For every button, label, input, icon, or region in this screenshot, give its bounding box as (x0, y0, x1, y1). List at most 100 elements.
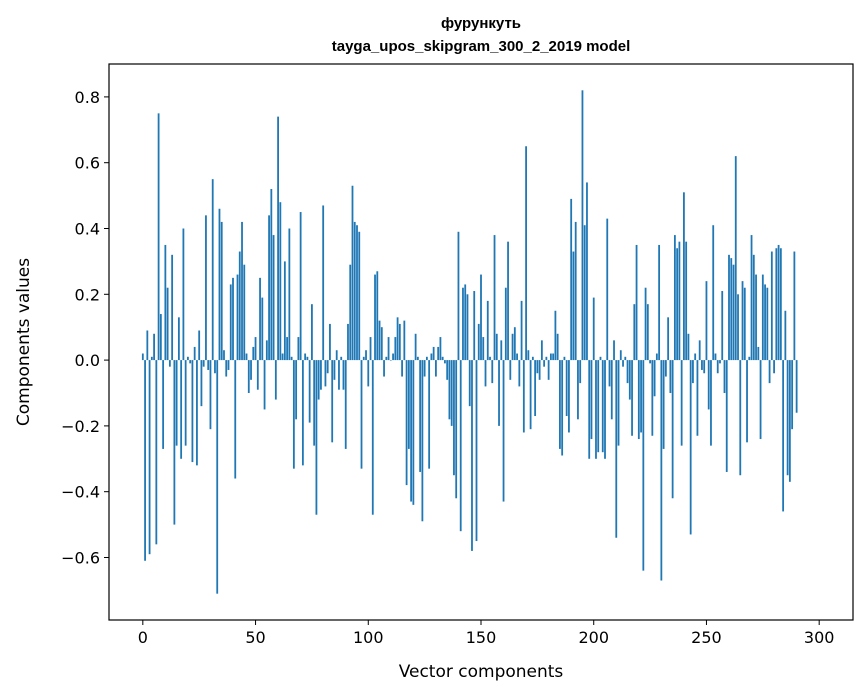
bar (205, 215, 207, 361)
bar (383, 360, 385, 377)
bar (782, 360, 785, 512)
bar (202, 360, 205, 367)
bar (685, 241, 688, 361)
bar (177, 317, 180, 361)
bar (748, 356, 751, 361)
bar (574, 221, 577, 361)
bar (329, 323, 331, 361)
bar (468, 360, 471, 407)
bar (423, 360, 426, 377)
bar (606, 218, 609, 361)
bar (543, 360, 546, 367)
bar (683, 192, 685, 361)
bar (410, 360, 413, 502)
bar (768, 360, 771, 384)
bar (737, 294, 739, 361)
y-tick-label: 0.8 (75, 88, 100, 107)
y-tick-label: 0.2 (75, 285, 100, 304)
bar (775, 248, 778, 361)
bar (453, 360, 455, 476)
bar (187, 356, 189, 361)
bar (752, 254, 755, 361)
bar (651, 360, 654, 436)
bar (547, 360, 550, 380)
bar (141, 353, 144, 361)
bar (507, 241, 509, 361)
bar (556, 333, 559, 361)
bar (367, 360, 370, 387)
y-tick-label: 0.0 (75, 351, 100, 370)
bar (595, 360, 597, 459)
x-axis-label: Vector components (399, 662, 564, 682)
bar (746, 360, 748, 443)
bar (398, 323, 401, 361)
bar (563, 356, 566, 361)
bar (516, 353, 518, 361)
bar (640, 360, 642, 433)
bar (344, 360, 347, 449)
bar (703, 360, 706, 374)
bar (608, 360, 611, 387)
bar (477, 323, 480, 361)
bar (759, 360, 762, 440)
bar (676, 248, 679, 361)
bar (529, 360, 532, 430)
bar (518, 360, 521, 387)
bar (732, 264, 735, 361)
bar (168, 360, 171, 367)
bar (198, 330, 201, 361)
bar (351, 185, 354, 361)
bar (502, 360, 505, 502)
bar (590, 360, 593, 440)
bar (144, 360, 146, 561)
bar (761, 274, 764, 361)
bar (311, 304, 313, 361)
bar (281, 353, 284, 361)
bar (471, 360, 473, 551)
bar (613, 340, 615, 361)
bar (525, 146, 527, 361)
bar (581, 90, 584, 361)
bar (191, 360, 194, 463)
bar (484, 360, 487, 387)
bar (723, 360, 726, 393)
bar (268, 215, 270, 361)
bar (667, 317, 670, 361)
bar (644, 287, 647, 361)
y-tick-label: 0.4 (75, 219, 100, 238)
bar (295, 360, 298, 420)
bar (261, 297, 264, 361)
bar (360, 360, 363, 469)
y-tick-label: −0.4 (61, 483, 100, 502)
bar (498, 360, 500, 426)
bar (324, 360, 327, 387)
bar (662, 360, 665, 449)
bar (554, 310, 557, 361)
bar (495, 333, 498, 361)
bar (252, 346, 255, 361)
bar (480, 274, 482, 361)
bar (559, 360, 561, 449)
bar (692, 360, 694, 384)
bar (791, 360, 794, 430)
bar (631, 360, 633, 436)
bar (326, 360, 329, 374)
bar (441, 356, 444, 361)
bar (619, 350, 622, 361)
x-tick-label: 300 (804, 628, 835, 647)
x-tick-label: 250 (691, 628, 722, 647)
bar (301, 360, 304, 466)
bar (407, 360, 410, 449)
bar (493, 235, 496, 361)
bar (315, 360, 318, 515)
bar (274, 360, 277, 400)
bar (527, 350, 530, 361)
bar (270, 189, 273, 361)
bar (462, 287, 464, 361)
bar (263, 360, 266, 410)
bar (396, 317, 399, 361)
bar (534, 360, 537, 417)
bar (739, 360, 742, 476)
bar (671, 360, 674, 499)
bar (171, 254, 174, 361)
